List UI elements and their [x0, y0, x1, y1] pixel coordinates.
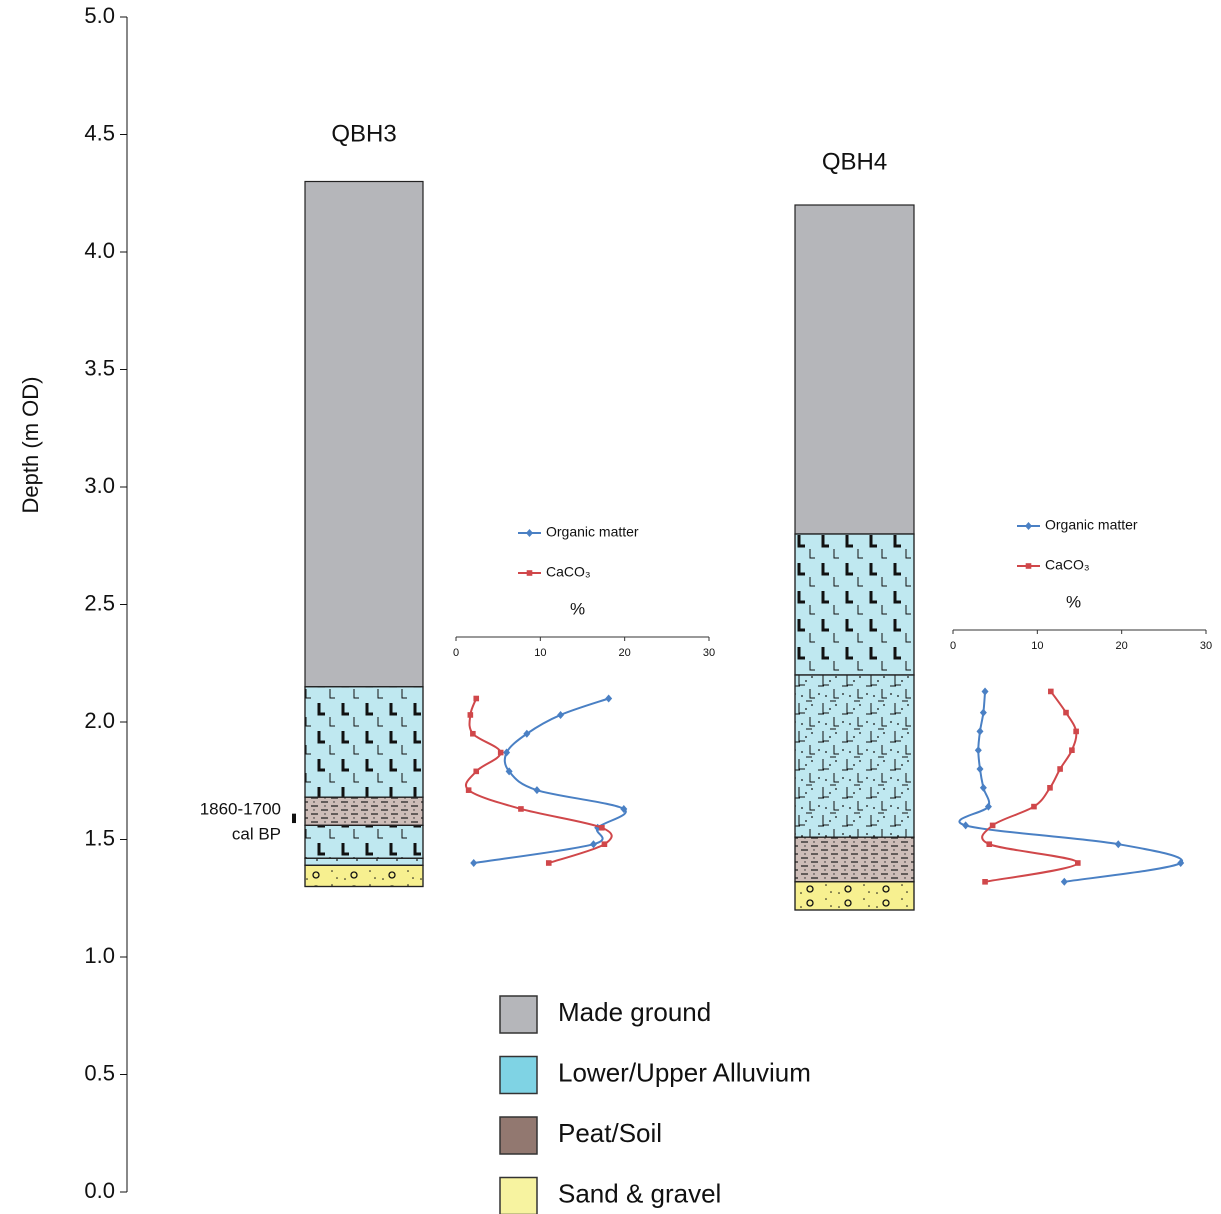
data-point: [590, 840, 597, 848]
data-point: [1177, 859, 1184, 867]
y-tick-label: 1.0: [84, 943, 115, 968]
y-tick-label: 1.5: [84, 825, 115, 850]
data-point: [980, 709, 987, 717]
core-title: QBH4: [822, 148, 887, 175]
legend-marker: [1026, 563, 1032, 569]
data-point: [1048, 689, 1054, 695]
data-point: [976, 765, 983, 773]
page: {"chart_data": [ {"type": "axis", "ylabe…: [0, 0, 1221, 1214]
x-tick-label: 0: [950, 640, 956, 652]
data-point: [1057, 766, 1063, 772]
y-axis-label: Depth (m OD): [18, 377, 43, 514]
legend-marker: [526, 529, 533, 537]
data-point: [557, 711, 564, 719]
layer-pattern: [795, 882, 914, 910]
data-point: [986, 841, 992, 847]
legend-label: Organic matter: [1045, 517, 1138, 533]
legend-label: Peat/Soil: [558, 1118, 662, 1148]
x-tick-label: 30: [1200, 640, 1212, 652]
y-tick-label: 0.0: [84, 1178, 115, 1203]
legend-label: Sand & gravel: [558, 1178, 721, 1208]
data-point: [470, 859, 477, 867]
data-point: [518, 806, 524, 812]
series-line: [474, 699, 626, 864]
y-tick-label: 3.5: [84, 355, 115, 380]
data-point: [1061, 878, 1068, 886]
y-tick-label: 5.0: [84, 3, 115, 28]
data-point: [982, 687, 989, 695]
data-point: [605, 695, 612, 703]
data-point: [982, 879, 988, 885]
data-point: [533, 786, 540, 794]
data-point: [990, 823, 996, 829]
date-annotation: 1860-1700: [200, 799, 281, 818]
data-point: [1063, 710, 1069, 716]
data-point: [1073, 729, 1079, 735]
data-point: [980, 784, 987, 792]
layer-pattern: [305, 797, 423, 825]
layer-pattern: [795, 675, 914, 837]
data-point: [975, 746, 982, 754]
legend-label: CaCO₃: [1045, 557, 1090, 573]
layer-pattern: [305, 825, 423, 858]
legend-marker: [527, 570, 533, 576]
x-tick-label: 20: [619, 647, 631, 659]
legend-swatch: [500, 1117, 537, 1154]
legend-swatch: [500, 996, 537, 1033]
legend-label: Made ground: [558, 997, 711, 1027]
layer-pattern: [305, 687, 423, 797]
data-point: [546, 860, 552, 866]
data-point: [1069, 747, 1075, 753]
layer-pattern: [305, 865, 423, 886]
data-point: [976, 727, 983, 735]
legend-swatch: [500, 1178, 537, 1214]
data-point: [470, 731, 476, 737]
layer: [795, 205, 914, 534]
data-point: [602, 841, 608, 847]
date-annotation: cal BP: [232, 824, 281, 843]
figure: 0.0 0.5 1.0 1.5 2.0 2.5 3.0 3.5 4.0 4.5 5.0 Depth (…: [0, 0, 1221, 1214]
series-line: [982, 691, 1078, 881]
data-point: [1075, 860, 1081, 866]
series-line: [466, 699, 612, 864]
legend-swatch: [500, 1057, 537, 1094]
legend-label: Lower/Upper Alluvium: [558, 1057, 811, 1087]
y-tick-label: 3.0: [84, 473, 115, 498]
y-tick-label: 4.5: [84, 120, 115, 145]
x-tick-label: 10: [534, 647, 546, 659]
data-point: [599, 825, 605, 831]
y-tick-label: 2.0: [84, 708, 115, 733]
y-tick-label: 0.5: [84, 1060, 115, 1085]
data-point: [962, 821, 969, 829]
data-point: [473, 696, 479, 702]
data-point: [473, 769, 479, 775]
core-title: QBH3: [331, 120, 396, 147]
layer-pattern: [795, 534, 914, 675]
data-point: [466, 787, 472, 793]
x-axis-label: %: [570, 599, 585, 618]
x-tick-label: 10: [1031, 640, 1043, 652]
data-point: [1115, 840, 1122, 848]
y-tick-label: 4.0: [84, 238, 115, 263]
legend-marker: [1025, 522, 1032, 530]
data-point: [1047, 785, 1053, 791]
data-point: [1031, 804, 1037, 810]
layer: [305, 182, 423, 687]
x-tick-label: 20: [1116, 640, 1128, 652]
y-tick-label: 2.5: [84, 590, 115, 615]
date-range-bar: [292, 814, 296, 823]
x-tick-label: 30: [703, 647, 715, 659]
layer-pattern: [305, 858, 423, 865]
legend-label: CaCO₃: [546, 564, 591, 580]
data-point: [468, 712, 474, 718]
data-point: [498, 750, 504, 756]
legend-label: Organic matter: [546, 524, 639, 540]
x-axis-label: %: [1066, 592, 1081, 611]
x-tick-label: 0: [453, 647, 459, 659]
layer-pattern: [795, 837, 914, 882]
